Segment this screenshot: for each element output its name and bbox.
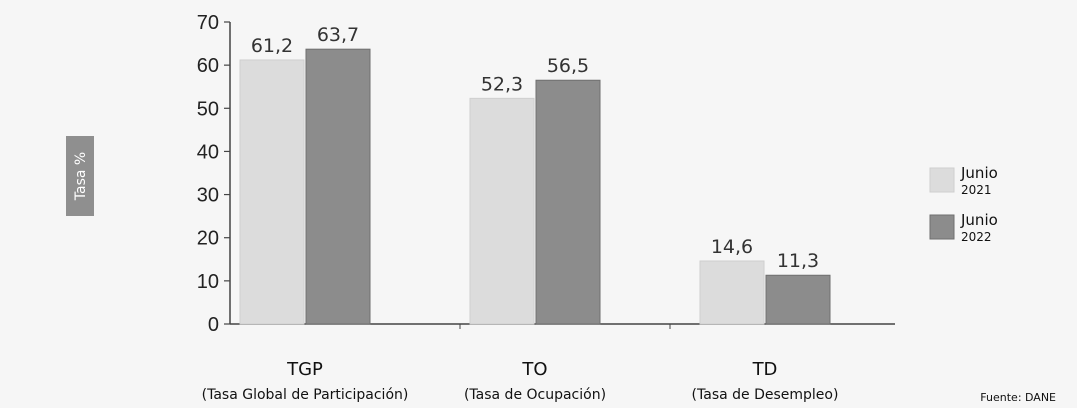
legend-swatch <box>929 167 955 193</box>
data-label: 14,6 <box>711 236 753 258</box>
y-tick-label: 70 <box>197 12 219 34</box>
y-axis-title-text: Tasa % <box>73 152 89 201</box>
category-label: TO <box>521 359 547 380</box>
y-axis-title: Tasa % <box>66 136 94 216</box>
bar-2022-td <box>765 274 831 325</box>
source-note: Fuente: DANE <box>980 391 1056 404</box>
y-tick-label: 50 <box>197 98 219 120</box>
category-labels: TGP (Tasa Global de Participación) TO (Tasa… <box>202 359 839 403</box>
y-tick-label: 60 <box>197 55 219 77</box>
y-tick-label: 10 <box>197 271 219 293</box>
bars <box>239 48 831 325</box>
bar-2022-to <box>535 79 601 325</box>
data-label: 56,5 <box>547 55 589 77</box>
data-labels: 61,2 63,7 52,3 56,5 14,6 11,3 <box>251 24 819 272</box>
bar-2021-td <box>699 260 765 325</box>
legend-sublabel: 2021 <box>961 183 992 197</box>
y-tick-label: 20 <box>197 228 219 250</box>
data-label: 61,2 <box>251 35 293 57</box>
category-label: TD <box>752 359 778 380</box>
legend-label: Junio <box>960 164 998 182</box>
legend-sublabel: 2022 <box>961 230 992 244</box>
legend-label: Junio <box>960 211 998 229</box>
y-tick-label: 0 <box>208 314 219 336</box>
category-label: TGP <box>286 359 323 380</box>
category-sublabel: (Tasa Global de Participación) <box>202 387 409 403</box>
category-sublabel: (Tasa de Ocupación) <box>464 387 606 403</box>
bar-2022-tgp <box>305 48 371 325</box>
data-label: 52,3 <box>481 73 523 95</box>
legend-swatch <box>929 214 955 240</box>
bar-2021-tgp <box>239 59 305 325</box>
data-label: 63,7 <box>317 24 359 46</box>
y-tick-label: 30 <box>197 185 219 207</box>
data-label: 11,3 <box>777 250 819 272</box>
y-tick-label: 40 <box>197 141 219 163</box>
y-ticks: 0 10 20 30 40 50 60 70 <box>197 12 230 336</box>
category-sublabel: (Tasa de Desempleo) <box>692 387 839 403</box>
bar-2021-to <box>469 97 535 325</box>
